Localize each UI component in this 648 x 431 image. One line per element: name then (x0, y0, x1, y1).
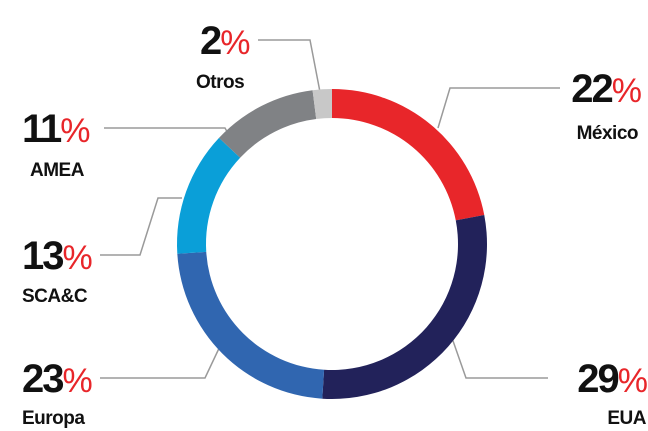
value-unit: % (612, 72, 642, 110)
category-label: México (577, 123, 638, 144)
donut-segment (219, 90, 317, 158)
value-number: 22 (571, 67, 612, 111)
value-number: 13 (22, 234, 63, 278)
leader-line (437, 87, 560, 129)
value-label: 13% (22, 234, 93, 278)
leader-line (100, 341, 223, 379)
value-unit: % (220, 24, 250, 62)
value-label: 29% (577, 357, 648, 401)
leader-line (258, 39, 321, 93)
category-label: Europa (22, 408, 85, 429)
value-unit: % (63, 362, 93, 400)
donut-segment (332, 89, 485, 221)
value-unit: % (618, 362, 648, 400)
leader-line (100, 197, 182, 256)
leader-line (451, 337, 548, 379)
donut-segment (312, 89, 332, 119)
value-label: 23% (22, 357, 93, 401)
category-label: SCA&C (22, 286, 88, 307)
category-label: Otros (196, 72, 244, 93)
category-label: EUA (607, 408, 646, 429)
value-unit: % (60, 112, 90, 150)
value-unit: % (63, 239, 93, 277)
donut-segment (177, 137, 241, 254)
value-number: 23 (22, 357, 63, 401)
donut-segment (322, 214, 487, 399)
donut-segment (177, 251, 325, 399)
value-number: 29 (577, 357, 618, 401)
value-label: 11% (22, 107, 90, 151)
value-number: 2 (200, 19, 221, 63)
value-number: 11 (22, 107, 62, 151)
value-label: 2% (200, 19, 250, 63)
value-label: 22% (571, 67, 642, 111)
category-label: AMEA (30, 160, 85, 181)
